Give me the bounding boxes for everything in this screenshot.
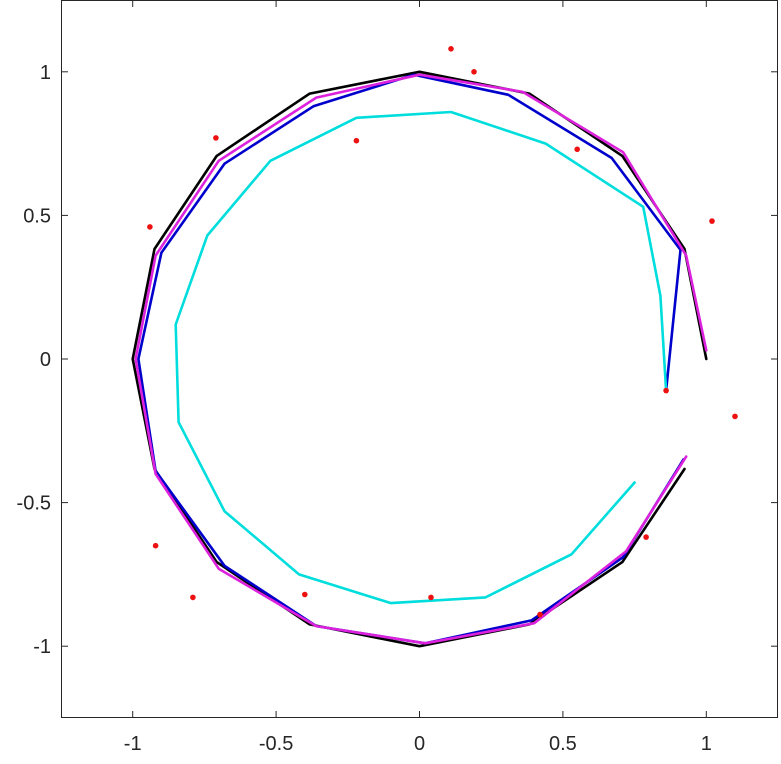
scatter-point-9: [152, 542, 159, 549]
series-line-4: [134, 73, 708, 645]
scatter-point-2: [709, 218, 715, 224]
scatter-point-15: [732, 413, 738, 420]
y-axis-ticks: -1 -0.5 0 0.5 1: [17, 62, 778, 658]
scatter-point-13: [537, 611, 543, 618]
scatter-point-1: [663, 387, 669, 394]
y-tick-label: 1: [40, 62, 51, 84]
scatter-point-5: [448, 46, 454, 52]
series-line-3: [174, 110, 668, 605]
x-tick-label: -0.5: [259, 733, 293, 755]
scatter-point-4: [471, 69, 477, 75]
scatter-point-3: [574, 146, 580, 153]
scatter-point-8: [147, 224, 153, 230]
series-layer: [131, 70, 708, 648]
scatter-point-14: [643, 534, 649, 540]
y-tick-label: 0: [40, 349, 51, 371]
x-tick-label: -1: [124, 733, 142, 755]
scatter-point-11: [302, 591, 308, 598]
x-tick-label: 1: [701, 733, 712, 755]
x-tick-label: 0: [414, 733, 425, 755]
x-axis-ticks: -1 -0.5 0 0.5 1: [124, 0, 712, 755]
y-tick-label: 0.5: [23, 205, 51, 227]
series-line-2: [137, 73, 685, 645]
scatter-point-12: [428, 594, 434, 601]
plot-background: [61, 0, 778, 718]
scatter-point-6: [353, 137, 360, 144]
scatter-point-10: [190, 594, 196, 601]
scatter-point-7: [213, 135, 219, 141]
x-tick-label: 0.5: [549, 733, 577, 755]
scatter-layer: [147, 46, 738, 618]
y-tick-label: -0.5: [17, 493, 51, 515]
y-tick-label: -1: [33, 636, 51, 658]
